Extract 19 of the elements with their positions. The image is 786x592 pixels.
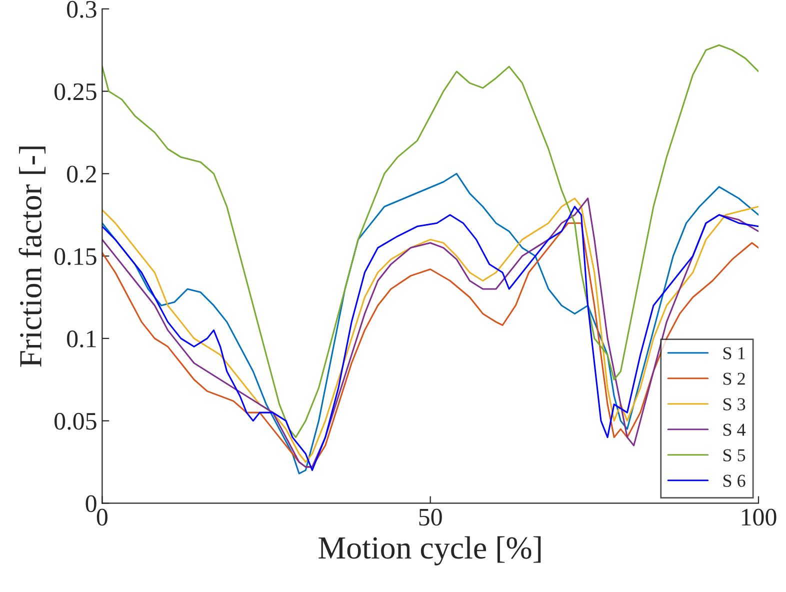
line-series (102, 44, 758, 438)
y-tick-label: 0.25 (54, 83, 96, 100)
legend-label: S 2 (723, 372, 745, 385)
y-axis-title: Friction factor [-] (18, 146, 46, 367)
y-tick-label: 0.2 (67, 166, 96, 183)
legend-label: S 5 (723, 449, 746, 462)
y-tick-label: 0 (86, 495, 96, 512)
legend-label: S 4 (723, 424, 746, 436)
x-tick-label: 50 (419, 508, 442, 526)
x-axis-title: Motion cycle [%] (318, 536, 541, 566)
y-tick-label: 0.05 (54, 412, 96, 430)
legend-label: S 3 (723, 398, 746, 410)
legend-label: S 6 (723, 474, 746, 487)
y-tick-label: 0.15 (54, 248, 96, 266)
x-tick-label: 100 (742, 508, 776, 526)
y-tick-label: 0.1 (67, 330, 96, 348)
y-tick-label: 0.3 (67, 0, 96, 18)
legend-label: S 1 (723, 347, 745, 360)
x-tick-label: 0 (96, 508, 108, 526)
